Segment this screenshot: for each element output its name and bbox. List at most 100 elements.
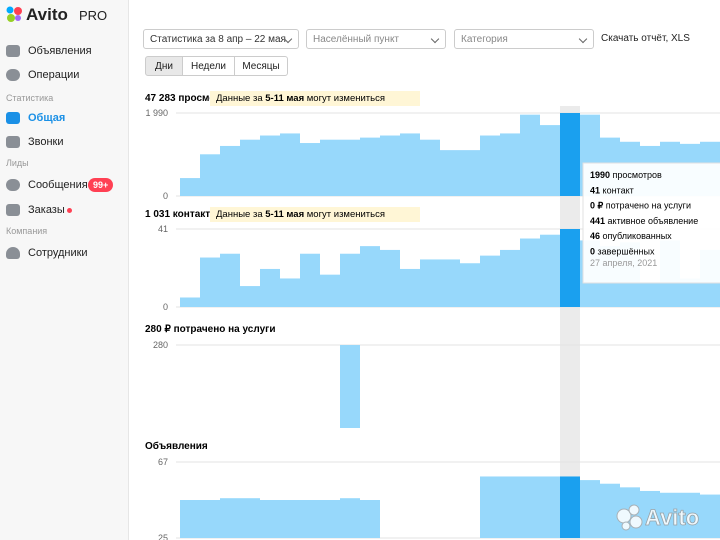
bar <box>180 297 200 307</box>
icon <box>6 136 20 148</box>
y-tick-label: 67 <box>158 457 168 467</box>
bar <box>380 135 400 196</box>
y-tick-label: 280 <box>153 340 168 350</box>
bar <box>280 133 300 196</box>
menu-item[interactable]: Сообщения <box>28 179 88 191</box>
tooltip-line: 0 ₽ потрачено на услуги <box>590 201 691 211</box>
tooltip-line: 1990 просмотров <box>590 170 662 180</box>
bar <box>440 259 460 307</box>
bar <box>640 282 660 307</box>
panel-title: 47 283 просмотра <box>145 93 232 104</box>
section-label: Компания <box>6 226 48 236</box>
bar <box>180 500 200 538</box>
tooltip-value: 0 <box>590 247 595 257</box>
menu-item[interactable]: Объявления <box>28 45 92 57</box>
bar <box>460 263 480 307</box>
y-tick-label: 25 <box>158 533 168 540</box>
watermark-text: Avito <box>645 505 699 530</box>
bar <box>240 286 260 307</box>
bar <box>280 500 300 538</box>
bar <box>680 492 700 538</box>
bar <box>220 145 240 196</box>
tooltip-value: 0 ₽ <box>590 201 604 211</box>
tab[interactable]: Месяцы <box>234 56 288 76</box>
bar <box>240 498 260 538</box>
bar <box>560 229 580 307</box>
dot <box>67 208 72 213</box>
menu-item-active[interactable]: Общая <box>28 112 66 124</box>
bar <box>440 150 460 196</box>
panel-title: 1 031 контакт <box>145 209 210 220</box>
section-label: Лиды <box>6 158 29 168</box>
bar <box>340 498 360 538</box>
bar <box>340 253 360 307</box>
bar <box>260 135 280 196</box>
panel-title: 280 ₽ потрачено на услуги <box>145 324 275 335</box>
note-part: могут измениться <box>307 209 385 220</box>
bar <box>220 498 240 538</box>
download-link[interactable]: Скачать отчёт, XLS <box>601 33 690 44</box>
bar <box>400 133 420 196</box>
bar <box>520 476 540 538</box>
category-select[interactable]: Категория <box>454 29 594 49</box>
icon <box>6 45 20 57</box>
icon <box>6 69 20 81</box>
menu-item[interactable]: Сотрудники <box>28 247 88 259</box>
period-select[interactable]: Статистика за 8 апр – 22 мая <box>143 29 299 49</box>
bar <box>540 234 560 307</box>
bar <box>360 137 380 196</box>
bar <box>260 500 280 538</box>
note: Данные за 5-11 мая могут измениться <box>216 209 385 220</box>
logo-icon <box>6 6 22 22</box>
bar <box>180 178 200 196</box>
bar <box>500 476 520 538</box>
bar <box>420 139 440 196</box>
bar <box>700 494 720 538</box>
menu-item[interactable]: Заказы <box>28 204 65 216</box>
bar <box>300 500 320 538</box>
tooltip: 1990 просмотров 41 контакт 0 ₽ потрачено н… <box>582 162 720 284</box>
bar <box>460 150 480 196</box>
tooltip-value: 1990 <box>590 170 610 180</box>
badge: 99+ <box>88 178 114 192</box>
tooltip-label: просмотров <box>613 170 663 180</box>
sidebar: Avito PRO Объявления Операции Статистика… <box>0 0 129 540</box>
bar <box>400 268 420 307</box>
watermark-dot <box>629 515 643 529</box>
bar <box>500 133 520 196</box>
tooltip-value: 441 <box>590 216 605 226</box>
menu-item[interactable]: Операции <box>28 69 80 81</box>
bar <box>340 139 360 196</box>
watermark: Avito <box>616 504 700 531</box>
tooltip-line: 441 активное объявление <box>590 216 698 226</box>
note: Данные за 5-11 мая могут измениться <box>216 93 385 104</box>
bar <box>600 483 620 538</box>
bar <box>540 125 560 196</box>
bar <box>340 345 360 428</box>
menu-item[interactable]: Звонки <box>28 136 64 148</box>
bar <box>220 253 240 307</box>
bar <box>420 259 440 307</box>
watermark-dot <box>628 504 640 516</box>
tooltip-value: 46 <box>590 231 600 241</box>
y-tick-label: 0 <box>163 191 168 201</box>
city-select[interactable]: Населённый пункт <box>306 29 446 49</box>
y-tick-label: 0 <box>163 302 168 312</box>
bar <box>680 278 700 307</box>
bar <box>300 143 320 196</box>
tooltip-line: 41 контакт <box>590 185 634 195</box>
note-part: 5-11 мая <box>265 93 304 104</box>
icon <box>6 204 20 216</box>
bar <box>320 139 340 196</box>
bar <box>320 274 340 307</box>
bar <box>520 114 540 196</box>
tooltip-value: 41 <box>590 185 600 195</box>
bar <box>540 476 560 538</box>
bar <box>240 139 260 196</box>
note-part: Данные за <box>216 209 263 220</box>
bar <box>500 249 520 307</box>
bar <box>660 492 680 538</box>
bar <box>300 253 320 307</box>
tooltip-label: активное объявление <box>608 216 699 226</box>
